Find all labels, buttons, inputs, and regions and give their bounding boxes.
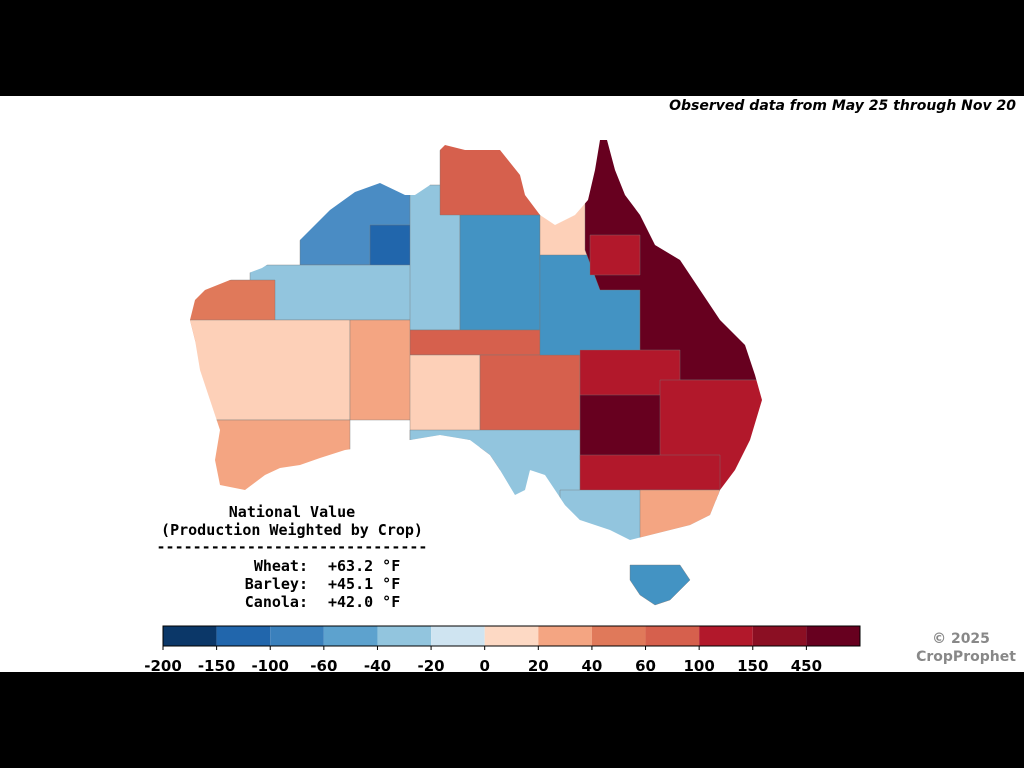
summary-separator: ------------------------------ — [157, 538, 428, 556]
colorbar-tick-label: 150 — [737, 657, 768, 675]
colorbar-tick-label: -150 — [198, 657, 236, 675]
crop-value: +63.2 °F — [328, 557, 400, 575]
crop-value: +45.1 °F — [328, 575, 400, 593]
colorbar-tick-label: -200 — [144, 657, 182, 675]
colorbar-tick-label: -20 — [418, 657, 445, 675]
colorbar-swatch — [163, 626, 217, 646]
colorbar-swatch — [270, 626, 324, 646]
colorbar-frame — [162, 625, 861, 647]
copyright: © 2025 — [932, 631, 990, 647]
crop-name: Barley: — [245, 575, 308, 593]
colorbar-tick-label: -60 — [310, 657, 337, 675]
colorbar-swatch — [538, 626, 592, 646]
colorbar-swatch — [806, 626, 860, 646]
colorbar-tick-label: 0 — [479, 657, 489, 675]
tasmania — [629, 564, 691, 606]
colorbar-tick-label: 20 — [528, 657, 549, 675]
colorbar-swatch — [323, 626, 378, 646]
colorbar-swatch — [216, 626, 271, 646]
colorbar-tick-label: 40 — [581, 657, 602, 675]
colorbar-swatch — [431, 626, 485, 646]
colorbar: -200 -150 -100 -60 -40 -20 0 20 40 60 100 150 450 — [144, 625, 861, 675]
summary-rows: Wheat: +63.2 °F Barley: +45.1 °F Canola: +42.… — [245, 557, 400, 611]
colorbar-swatch — [752, 626, 807, 646]
header-note: Observed data from May 25 through Nov 20 — [669, 98, 1016, 114]
brand: CropProphet — [916, 649, 1016, 665]
colorbar-swatch — [484, 626, 539, 646]
colorbar-tick-label: -100 — [251, 657, 289, 675]
colorbar-tick-label: 100 — [683, 657, 714, 675]
summary-title: National Value — [229, 503, 355, 521]
crop-value: +42.0 °F — [328, 593, 400, 611]
colorbar-swatch — [377, 626, 432, 646]
colorbar-tick-label: -40 — [364, 657, 391, 675]
colorbar-swatch — [591, 626, 646, 646]
colorbar-tick-label: 60 — [635, 657, 656, 675]
colorbar-swatch — [699, 626, 753, 646]
crop-name: Canola: — [245, 593, 308, 611]
colorbar-tick-label: 450 — [791, 657, 822, 675]
summary-subtitle: (Production Weighted by Crop) — [161, 521, 423, 539]
colorbar-swatch — [645, 626, 700, 646]
crop-name: Wheat: — [254, 557, 308, 575]
